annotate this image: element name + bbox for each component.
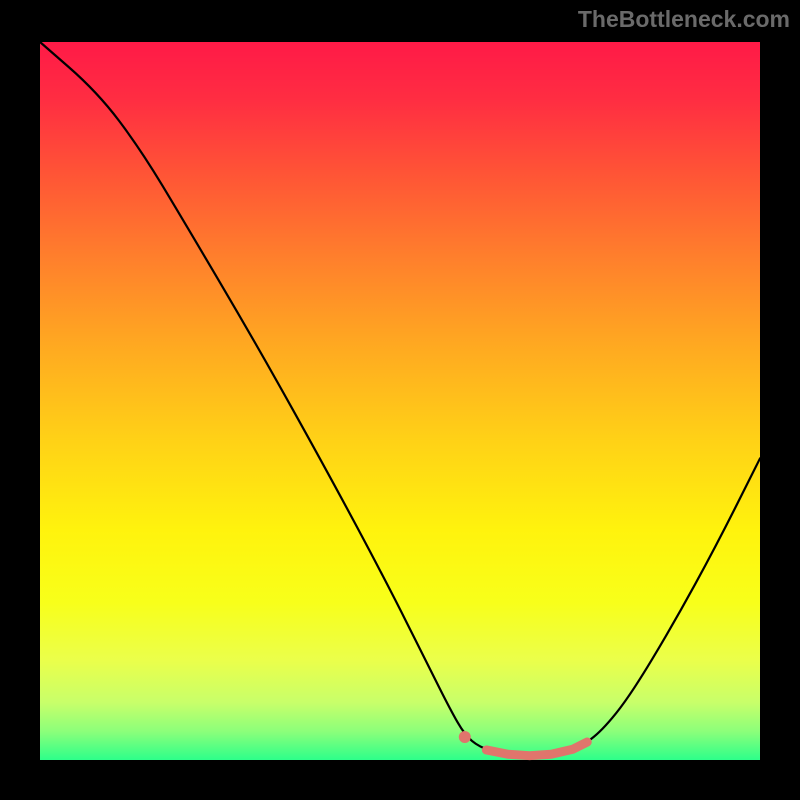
bottleneck-curve bbox=[40, 42, 760, 755]
highlight-segment bbox=[486, 742, 587, 756]
highlight-dot bbox=[459, 731, 471, 743]
figure-container: TheBottleneck.com bbox=[0, 0, 800, 800]
curve-layer bbox=[0, 0, 800, 800]
watermark-text: TheBottleneck.com bbox=[578, 6, 790, 33]
